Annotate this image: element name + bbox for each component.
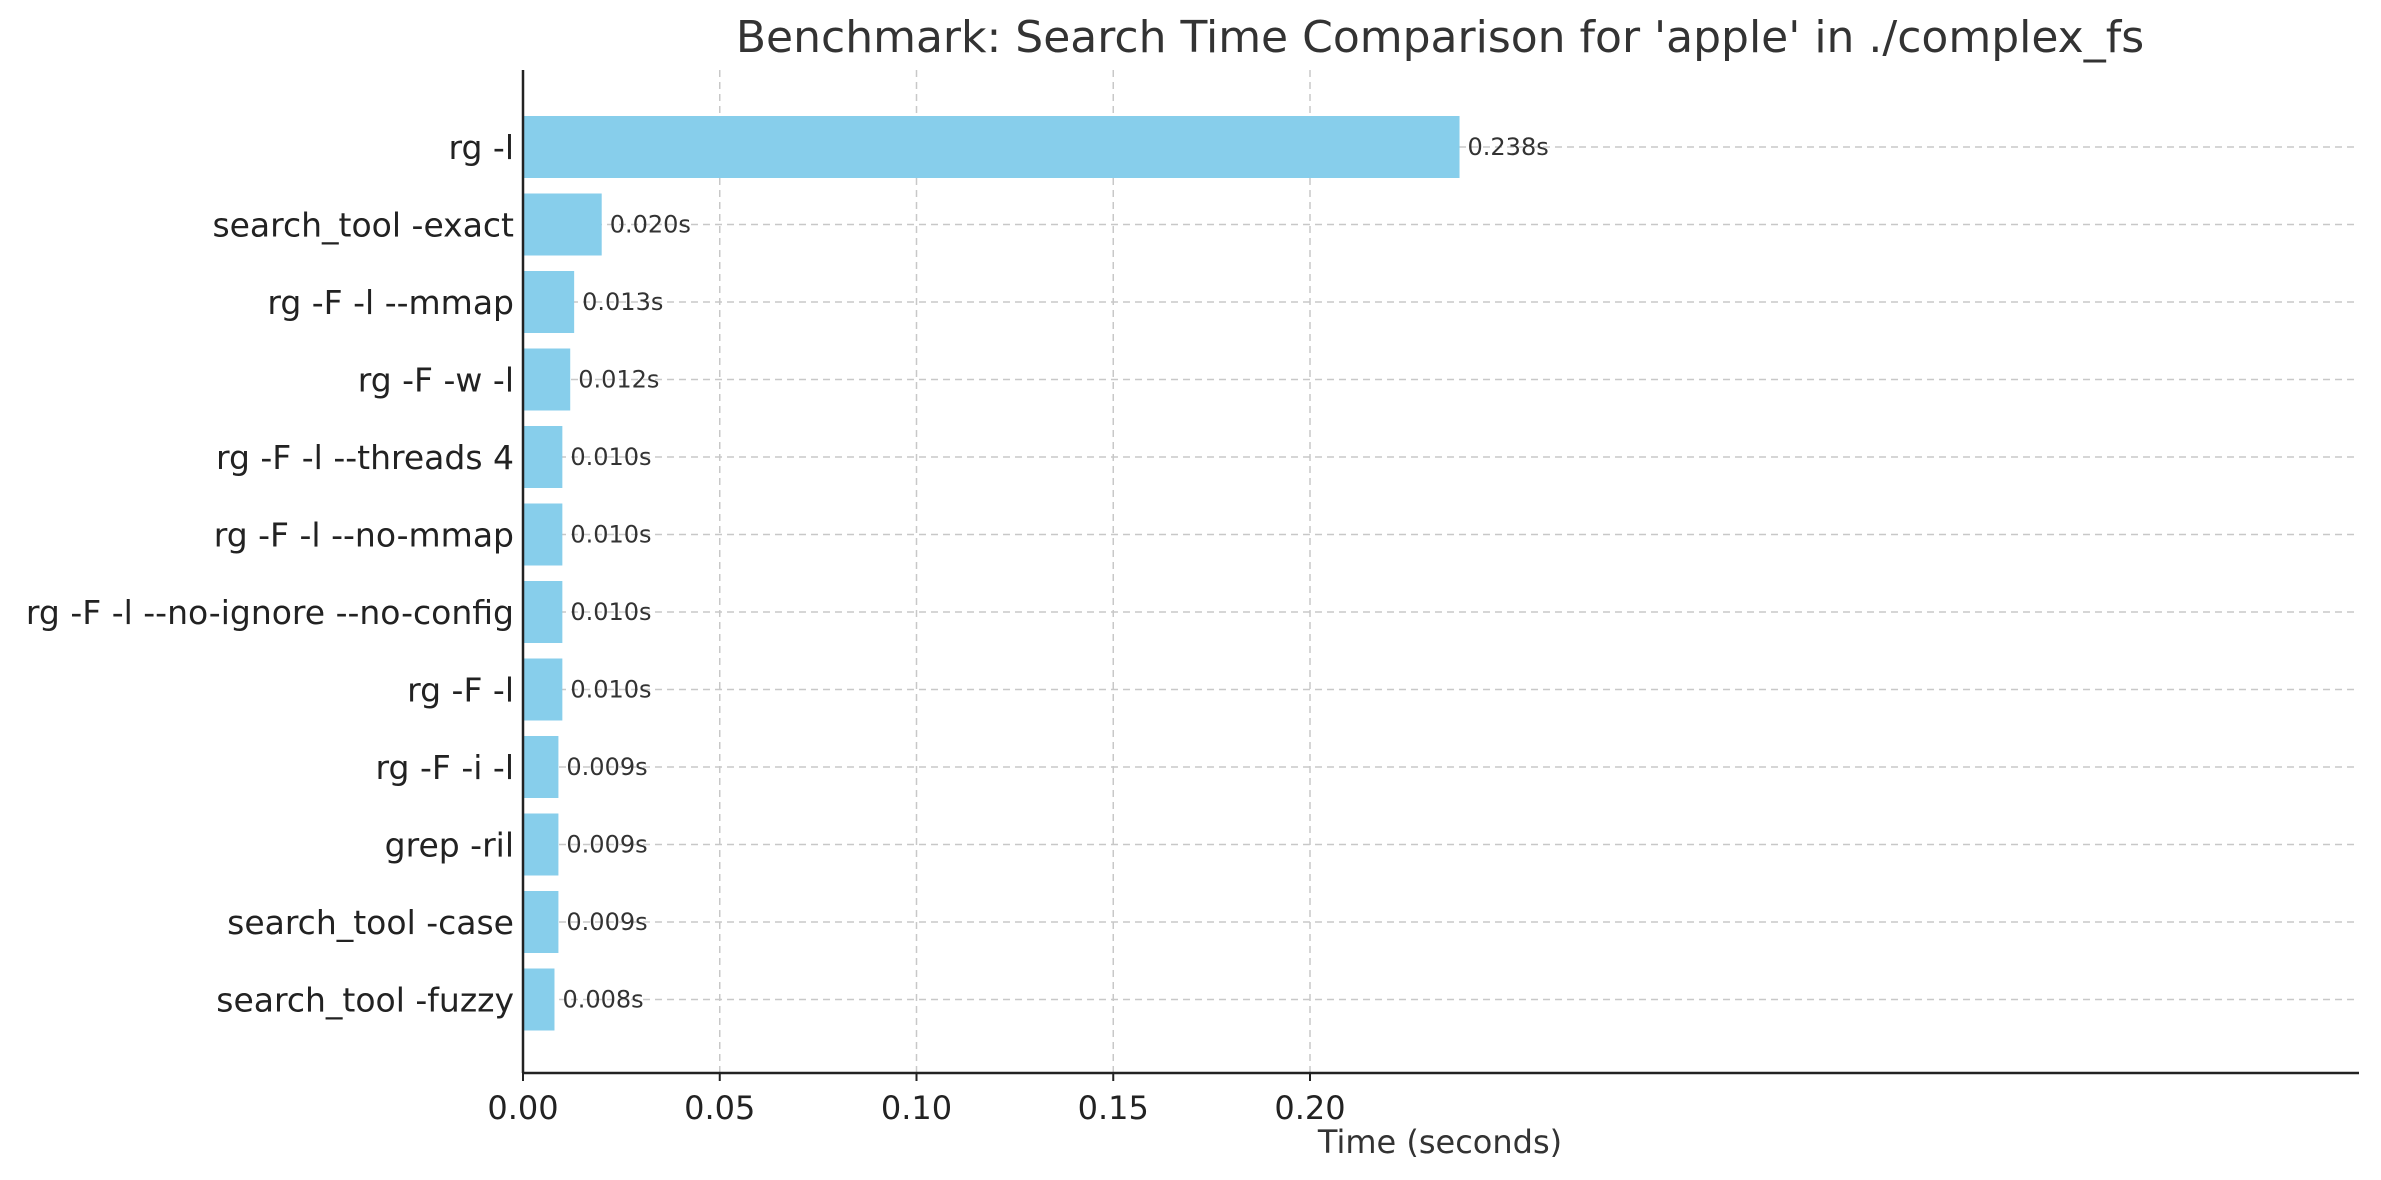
- bar-value-label: 0.020s: [610, 211, 691, 239]
- bar: [523, 503, 563, 566]
- x-tick-label: 0.05: [684, 1089, 755, 1127]
- bar-value-label: 0.009s: [566, 831, 647, 859]
- bar: [523, 426, 563, 488]
- bar-value-label: 0.009s: [566, 753, 647, 781]
- category-label: rg -l: [448, 128, 514, 167]
- chart-title: Benchmark: Search Time Comparison for 'a…: [736, 12, 2144, 63]
- category-label: rg -F -l --no-mmap: [214, 516, 514, 555]
- grid-lines: [523, 70, 2359, 1073]
- x-tick-label: 0.20: [1274, 1089, 1345, 1127]
- value-labels: 0.238s 0.020s 0.013s 0.012s 0.010s 0.010s 0.01…: [562, 133, 1548, 1014]
- bar-value-label: 0.012s: [578, 366, 659, 394]
- x-tick-labels: 0.00 0.05 0.10 0.15 0.20: [487, 1073, 1346, 1127]
- x-tick-label: 0.00: [487, 1089, 558, 1127]
- bar-value-label: 0.009s: [566, 908, 647, 936]
- x-tick-label: 0.10: [881, 1089, 952, 1127]
- bar-value-label: 0.010s: [570, 598, 651, 626]
- category-labels: rg -l search_tool -exact rg -F -l --mmap rg…: [26, 128, 514, 1020]
- category-label: rg -F -l --mmap: [267, 283, 514, 322]
- bar-value-label: 0.010s: [570, 521, 651, 549]
- bar-value-label: 0.013s: [582, 288, 663, 316]
- x-tick-label: 0.15: [1078, 1089, 1149, 1127]
- bar: [523, 813, 559, 876]
- bar-value-label: 0.238s: [1468, 133, 1549, 161]
- category-label: search_tool -exact: [212, 206, 514, 245]
- axes: [521, 70, 2359, 1075]
- category-label: rg -F -l --threads 4: [216, 438, 514, 477]
- bar-value-label: 0.008s: [562, 986, 643, 1014]
- bar: [523, 968, 555, 1031]
- bar: [523, 348, 571, 411]
- category-label: rg -F -l --no-ignore --no-config: [26, 593, 514, 632]
- category-label: rg -F -w -l: [358, 361, 514, 400]
- bar: [523, 891, 559, 953]
- bars: [523, 116, 1460, 1031]
- bar-value-label: 0.010s: [570, 676, 651, 704]
- bar: [523, 193, 602, 256]
- x-axis-label: Time (seconds): [1317, 1123, 1562, 1161]
- category-label: rg -F -i -l: [376, 748, 514, 787]
- category-label: grep -ril: [385, 826, 514, 865]
- bar: [523, 658, 563, 721]
- bar: [523, 581, 563, 643]
- bar: [523, 116, 1460, 178]
- category-label: search_tool -case: [227, 903, 514, 942]
- bar: [523, 736, 559, 798]
- bar: [523, 271, 575, 333]
- category-label: rg -F -l: [407, 671, 514, 710]
- bar-value-label: 0.010s: [570, 443, 651, 471]
- category-label: search_tool -fuzzy: [216, 981, 514, 1020]
